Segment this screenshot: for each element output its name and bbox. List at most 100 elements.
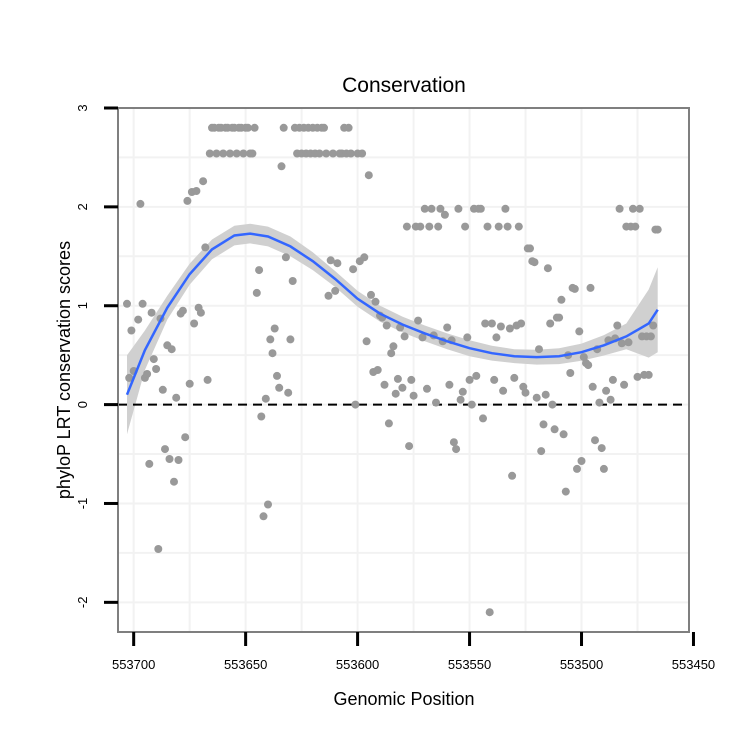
data-point bbox=[320, 123, 328, 132]
data-point bbox=[398, 383, 407, 392]
data-point bbox=[275, 383, 284, 392]
data-point bbox=[192, 187, 201, 195]
data-point bbox=[629, 204, 637, 213]
data-point bbox=[158, 385, 167, 394]
x-axis: 553700 553650 553600 553550 553500 553450 bbox=[112, 632, 715, 672]
data-point bbox=[134, 315, 143, 324]
data-points bbox=[123, 123, 662, 617]
data-point bbox=[532, 393, 541, 402]
x-tick-label: 553650 bbox=[224, 657, 267, 672]
data-point bbox=[492, 333, 501, 342]
data-point bbox=[257, 412, 266, 421]
data-point bbox=[445, 380, 454, 389]
data-point bbox=[331, 286, 340, 295]
data-point bbox=[588, 382, 597, 391]
data-point bbox=[620, 380, 629, 389]
data-point bbox=[380, 380, 389, 389]
data-point bbox=[286, 335, 295, 344]
data-point bbox=[281, 253, 290, 262]
data-point bbox=[264, 500, 272, 509]
data-point bbox=[147, 308, 156, 317]
y-tick-label: 1 bbox=[75, 302, 90, 309]
x-tick-label: 553550 bbox=[448, 657, 491, 672]
x-tick-label: 553500 bbox=[560, 657, 603, 672]
data-point bbox=[548, 400, 557, 409]
data-point bbox=[517, 319, 526, 328]
data-point bbox=[203, 375, 212, 384]
data-point bbox=[387, 349, 396, 358]
data-point bbox=[349, 265, 358, 274]
data-point bbox=[273, 371, 281, 380]
data-point bbox=[526, 244, 534, 253]
data-point bbox=[407, 375, 416, 384]
data-point bbox=[425, 222, 434, 231]
data-point bbox=[268, 349, 277, 358]
data-point bbox=[449, 438, 458, 447]
data-point bbox=[635, 204, 644, 213]
data-point bbox=[539, 420, 548, 429]
data-point bbox=[535, 345, 543, 354]
data-point bbox=[402, 222, 411, 231]
data-point bbox=[546, 319, 555, 328]
data-point bbox=[344, 123, 353, 132]
data-point bbox=[178, 306, 187, 315]
data-point bbox=[602, 386, 611, 395]
data-point bbox=[152, 365, 161, 373]
data-point bbox=[633, 372, 642, 381]
data-point bbox=[261, 394, 270, 403]
data-point bbox=[259, 512, 268, 521]
data-point bbox=[573, 464, 581, 473]
smooth-trend-path bbox=[125, 232, 659, 396]
data-point bbox=[351, 400, 360, 409]
data-point bbox=[219, 149, 228, 158]
data-point bbox=[384, 419, 393, 428]
data-point bbox=[360, 253, 369, 262]
data-point bbox=[266, 335, 275, 344]
data-point bbox=[277, 162, 286, 171]
data-point bbox=[608, 375, 617, 384]
data-point bbox=[250, 123, 259, 132]
data-point bbox=[172, 393, 181, 402]
data-point bbox=[364, 171, 373, 180]
y-axis-label: phyloP LRT conservation scores bbox=[54, 241, 74, 499]
data-point bbox=[613, 321, 622, 330]
data-point bbox=[239, 149, 248, 158]
data-point bbox=[586, 283, 595, 292]
data-point bbox=[440, 210, 449, 219]
data-point bbox=[136, 199, 145, 208]
data-point bbox=[530, 258, 539, 267]
data-point bbox=[501, 204, 510, 213]
data-point bbox=[252, 288, 261, 297]
data-point bbox=[487, 319, 496, 328]
data-point bbox=[389, 342, 398, 351]
data-point bbox=[127, 326, 136, 335]
data-point bbox=[346, 149, 355, 158]
data-point bbox=[555, 313, 564, 322]
data-point bbox=[543, 264, 552, 273]
data-point bbox=[463, 333, 472, 342]
data-point bbox=[499, 386, 508, 395]
data-point bbox=[165, 455, 174, 463]
data-point bbox=[212, 149, 221, 158]
data-point bbox=[434, 222, 443, 231]
data-point bbox=[393, 374, 402, 383]
data-point bbox=[145, 459, 154, 468]
data-point bbox=[185, 379, 194, 388]
y-axis: -2 -1 0 1 2 3 bbox=[75, 104, 118, 608]
data-point bbox=[248, 149, 257, 158]
data-point bbox=[161, 445, 169, 454]
data-point bbox=[362, 337, 371, 346]
data-point bbox=[575, 327, 584, 336]
data-point bbox=[505, 324, 514, 333]
data-point bbox=[584, 361, 593, 370]
data-point bbox=[232, 149, 241, 158]
data-point bbox=[423, 384, 431, 393]
data-point bbox=[644, 370, 653, 379]
y-tick-label: 3 bbox=[75, 104, 90, 111]
data-point bbox=[483, 222, 492, 231]
data-point bbox=[400, 332, 409, 341]
x-axis-label: Genomic Position bbox=[333, 689, 474, 709]
data-point bbox=[322, 149, 331, 158]
data-point bbox=[597, 444, 606, 453]
data-point bbox=[414, 316, 423, 325]
